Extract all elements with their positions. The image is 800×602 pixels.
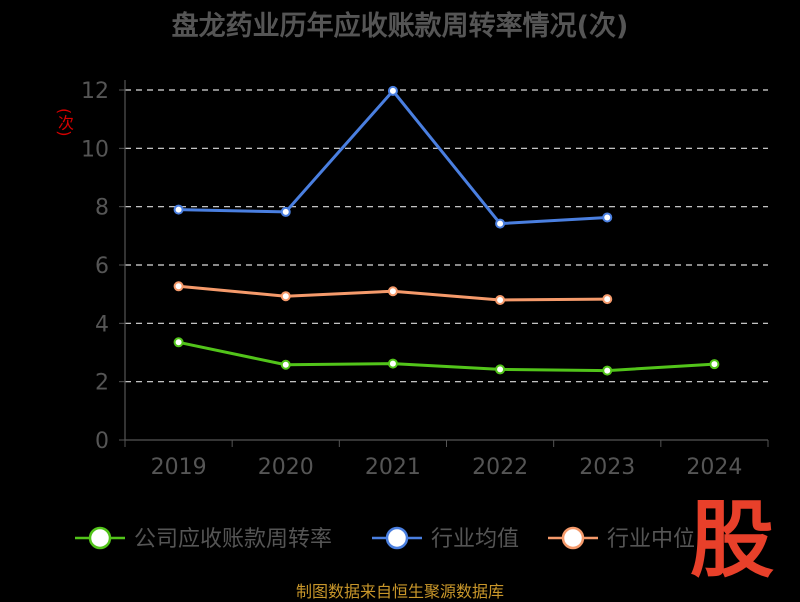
data-point <box>173 204 184 215</box>
data-point <box>280 359 291 370</box>
data-point <box>709 359 720 370</box>
legend-marker <box>385 526 409 550</box>
data-point <box>387 358 398 369</box>
legend-marker <box>561 526 585 550</box>
chart-title: 盘龙药业历年应收账款周转率情况(次) <box>171 11 629 42</box>
x-tick-label: 2021 <box>365 455 421 480</box>
y-tick-label: 10 <box>81 137 109 162</box>
y-tick-label: 4 <box>95 312 109 337</box>
data-point <box>602 365 613 376</box>
data-point <box>602 294 613 305</box>
legend-label: 公司应收账款周转率 <box>134 527 332 552</box>
x-tick-label: 2019 <box>151 455 207 480</box>
data-point <box>173 337 184 348</box>
legend-label: 行业均值 <box>431 527 519 552</box>
legend-label: 行业中位 <box>607 527 695 552</box>
data-point <box>173 281 184 292</box>
x-tick-label: 2022 <box>472 455 528 480</box>
x-tick-label: 2024 <box>686 455 742 480</box>
y-tick-label: 0 <box>95 429 109 454</box>
series-line-0 <box>178 340 715 373</box>
y-tick-label: 8 <box>95 196 109 221</box>
y-tick-label: 6 <box>95 254 109 279</box>
data-point <box>495 364 506 375</box>
data-point <box>387 85 398 96</box>
brand-logo: 股 <box>690 491 775 589</box>
y-tick-label: 2 <box>95 371 109 396</box>
data-point <box>602 212 613 223</box>
y-tick-label: 12 <box>81 79 109 104</box>
data-point <box>495 295 506 305</box>
x-tick-label: 2020 <box>258 455 314 480</box>
source-note: 制图数据来自恒生聚源数据库 <box>295 582 504 601</box>
data-point <box>495 218 506 229</box>
series-line-1 <box>178 89 608 226</box>
legend-marker <box>88 526 112 550</box>
data-point <box>387 286 398 297</box>
data-point <box>280 206 291 217</box>
data-point <box>280 291 291 302</box>
x-tick-label: 2023 <box>579 455 635 480</box>
y-axis-label: (次) <box>55 108 74 137</box>
